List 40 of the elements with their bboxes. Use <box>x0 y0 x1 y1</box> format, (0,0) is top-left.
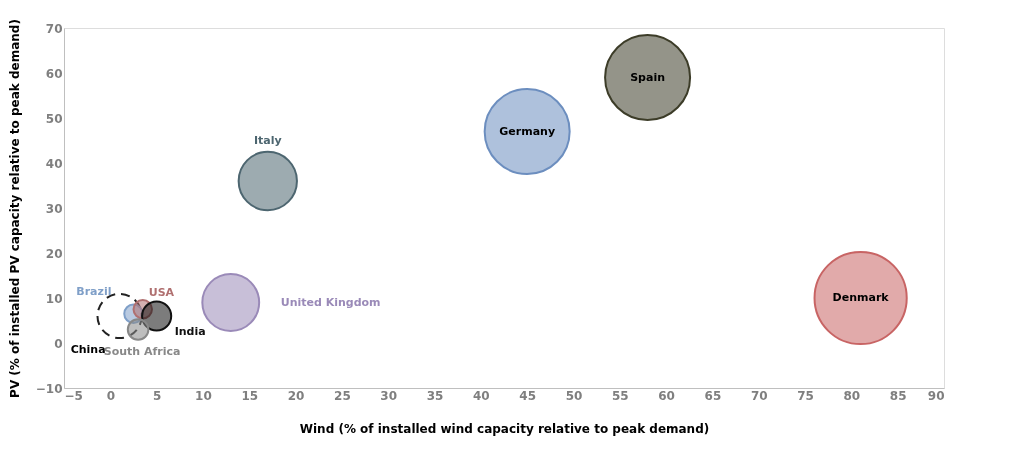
y-tick-label: 50 <box>45 111 63 126</box>
x-tick-label: 30 <box>380 388 398 403</box>
series-label: India <box>174 325 206 338</box>
x-tick-label: 15 <box>241 388 259 403</box>
series-label: Germany <box>499 124 556 138</box>
x-tick-label: 35 <box>426 388 444 403</box>
x-tick-label: 60 <box>658 388 675 403</box>
x-tick-label: 50 <box>565 388 583 403</box>
y-tick-label: 30 <box>45 201 63 216</box>
x-tick-label: 85 <box>889 388 907 403</box>
y-tick-label: 60 <box>45 66 63 81</box>
y-tick-label: 40 <box>45 156 63 171</box>
x-tick-label: 75 <box>797 388 814 403</box>
series-label: Italy <box>253 134 282 147</box>
x-axis-title: Wind (% of installed wind capacity relative to peak demand) <box>299 421 710 436</box>
x-tick-label: −5 <box>64 388 83 403</box>
x-tick-label: 90 <box>927 388 945 403</box>
y-axis-title: PV (% of installed PV capacity relative to peak demand) <box>7 19 22 398</box>
x-tick-label: 65 <box>704 388 722 403</box>
x-tick-label: 20 <box>287 388 305 403</box>
series-label: USA <box>148 286 175 300</box>
x-tick-label: 55 <box>611 388 629 403</box>
series-label: Brazil <box>76 284 112 298</box>
x-tick-label: 5 <box>152 388 162 403</box>
x-tick-label: 40 <box>472 388 490 403</box>
x-tick-label: 45 <box>519 388 537 403</box>
x-tick-label: 10 <box>195 388 212 403</box>
x-tick-label: 25 <box>334 388 351 403</box>
x-tick-label: 70 <box>750 388 768 403</box>
series-label: United Kingdom <box>280 295 381 309</box>
series-label: Spain <box>630 70 665 84</box>
y-tick-label: 10 <box>45 291 63 306</box>
y-tick-label: 20 <box>45 246 63 261</box>
y-tick-label: −10 <box>35 381 63 396</box>
x-tick-label: 80 <box>843 388 861 403</box>
y-tick-label: 70 <box>45 21 63 36</box>
y-tick-label: 0 <box>54 336 63 351</box>
x-tick-label: 0 <box>106 388 115 403</box>
series-label: South Africa <box>103 344 181 358</box>
series-label: Denmark <box>832 291 890 304</box>
